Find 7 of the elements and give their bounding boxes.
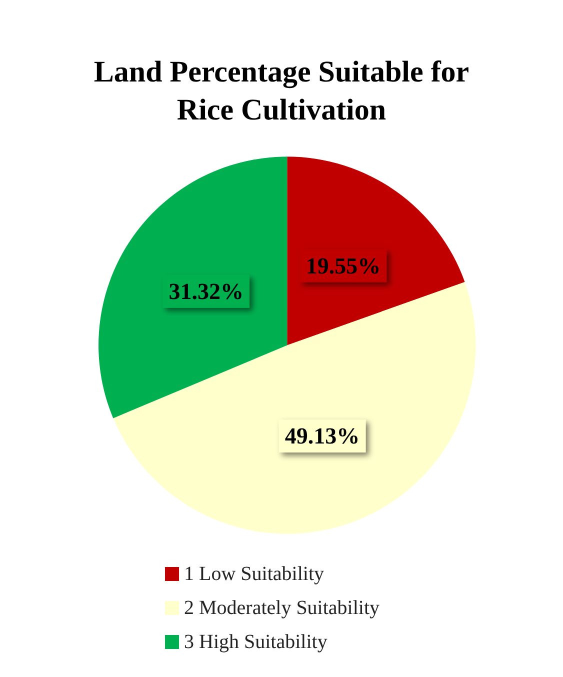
legend-label: 1 Low Suitability <box>184 563 324 585</box>
data-label: 19.55% <box>306 253 381 278</box>
data-label: 31.32% <box>168 278 244 304</box>
legend-label: 2 Moderately Suitability <box>184 597 380 619</box>
legend-label: 3 High Suitability <box>184 631 328 653</box>
chart-title: Land Percentage Suitable for Rice Cultivation <box>94 56 470 126</box>
data-label: 49.13% <box>284 423 360 448</box>
